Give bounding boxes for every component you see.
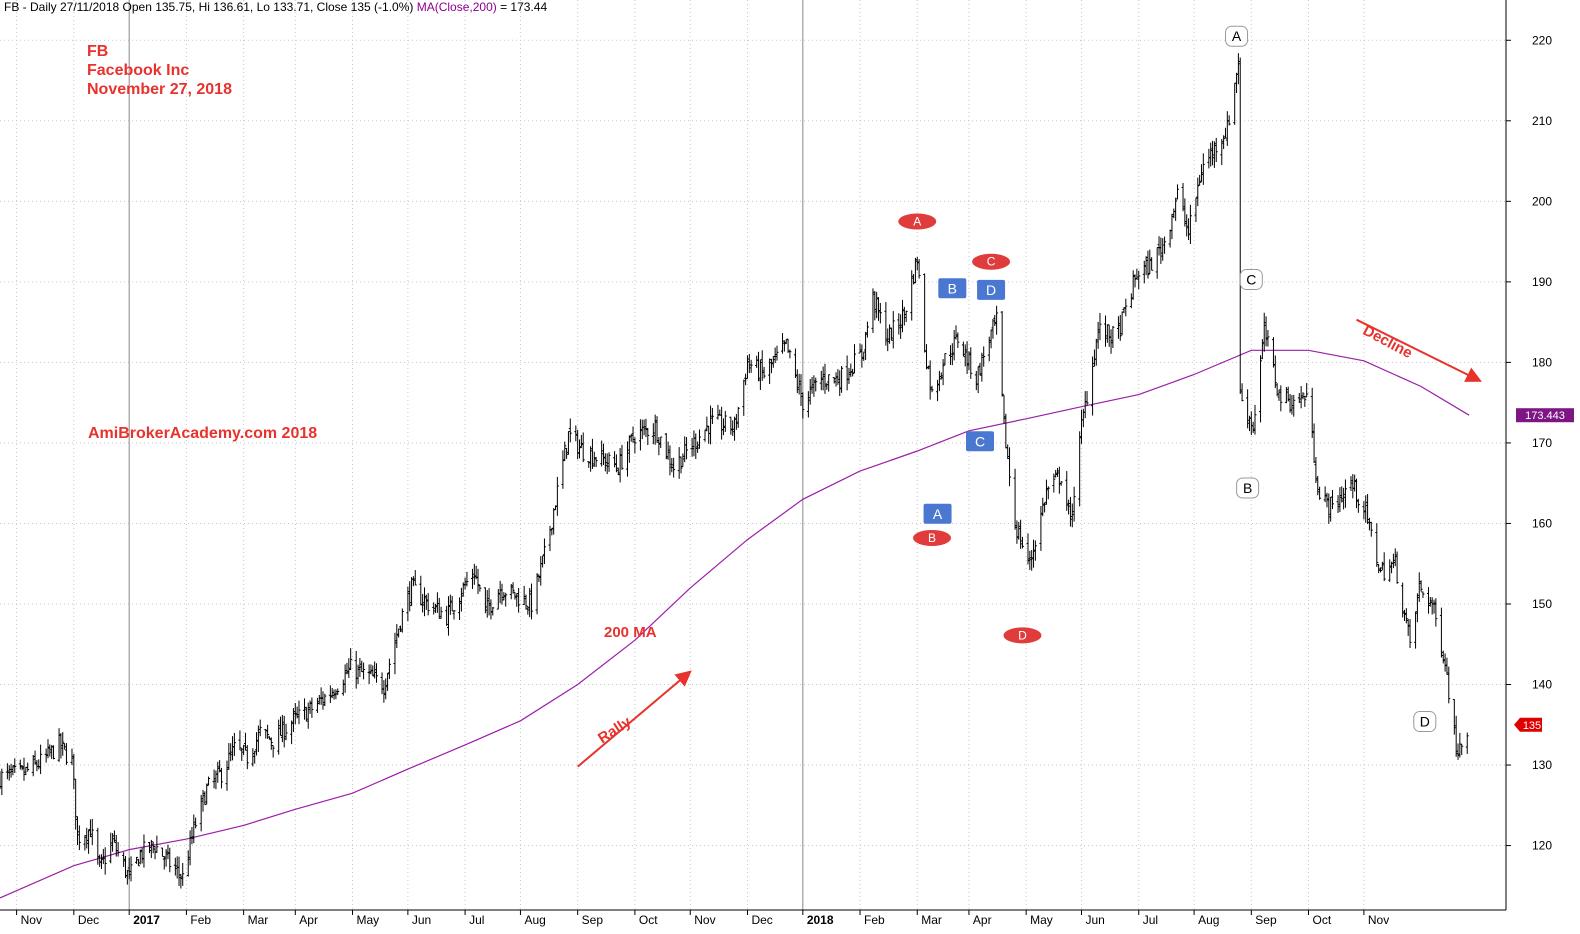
wave-marker-white-c: C xyxy=(1239,268,1263,290)
chart-grid xyxy=(0,0,1506,910)
y-tick-label: 190 xyxy=(1532,275,1552,289)
y-tick-label: 170 xyxy=(1532,436,1552,450)
x-tick-label: Apr xyxy=(973,913,992,927)
x-tick-label: Dec xyxy=(78,913,99,927)
wave-marker-white-d: D xyxy=(1413,711,1437,733)
x-tick-label: Sep xyxy=(1255,913,1277,927)
wave-marker-shape xyxy=(1003,627,1042,644)
x-tick-label: Oct xyxy=(1313,913,1332,927)
x-tick-label: May xyxy=(1030,913,1053,927)
header-ma: MA(Close,200) xyxy=(416,0,497,14)
wave-marker-label: D xyxy=(1018,628,1027,642)
wave-marker-shape xyxy=(972,253,1011,270)
x-tick-label: Jul xyxy=(1143,913,1158,927)
axis-badge-label: 173.443 xyxy=(1525,410,1565,422)
x-tick-label: Jun xyxy=(1086,913,1105,927)
x-tick-label: Feb xyxy=(864,913,885,927)
y-tick-label: 150 xyxy=(1532,597,1552,611)
wave-marker-blue-a: A xyxy=(923,503,952,524)
x-tick-label: Feb xyxy=(190,913,211,927)
x-tick-label: Aug xyxy=(524,913,545,927)
trend-arrow xyxy=(1356,318,1482,382)
x-tick-label: Mar xyxy=(248,913,269,927)
x-tick-label: Jul xyxy=(469,913,484,927)
axis-badge: 173.443 xyxy=(1516,408,1574,423)
chart-title-block: FB Facebook Inc November 27, 2018 xyxy=(87,42,232,99)
x-tick-label: Nov xyxy=(1368,913,1389,927)
wave-marker-shape xyxy=(966,431,995,452)
y-tick-label: 180 xyxy=(1532,355,1552,369)
wave-marker-shape xyxy=(1239,268,1263,290)
wave-marker-blue-d: D xyxy=(977,279,1006,300)
wave-marker-label: A xyxy=(933,506,943,522)
wave-marker-white-b: B xyxy=(1236,477,1260,499)
wave-marker-blue-c: C xyxy=(966,431,995,452)
wave-marker-shape xyxy=(1413,711,1437,733)
y-tick-label: 120 xyxy=(1532,839,1552,853)
wave-marker-label: D xyxy=(1420,714,1430,730)
x-tick-label: Mar xyxy=(921,913,942,927)
chart-header: FB - Daily 27/11/2018 Open 135.75, Hi 13… xyxy=(4,0,547,14)
wave-marker-red-a: A xyxy=(898,213,937,230)
y-tick-label: 130 xyxy=(1532,758,1552,772)
wave-marker-label: A xyxy=(1232,28,1242,44)
header-quote: FB - Daily 27/11/2018 Open 135.75, Hi 13… xyxy=(4,0,414,14)
x-tick-label: Aug xyxy=(1198,913,1219,927)
header-ma-value: = 173.44 xyxy=(500,0,548,14)
y-tick-label: 220 xyxy=(1532,33,1552,47)
ma-annotation: 200 MA xyxy=(604,624,657,641)
wave-marker-shape xyxy=(938,278,967,299)
axis-badge-shape xyxy=(1514,717,1542,732)
axis-badge-label: 135 xyxy=(1523,720,1541,732)
ma-200-curve xyxy=(0,349,1470,899)
watermark-text: AmiBrokerAcademy.com 2018 xyxy=(88,425,318,442)
x-tick-label: Dec xyxy=(751,913,772,927)
wave-marker-shape xyxy=(977,279,1006,300)
wave-marker-red-d: D xyxy=(1003,627,1042,644)
chart-company: Facebook Inc xyxy=(87,62,190,79)
wave-marker-label: C xyxy=(987,255,996,269)
x-tick-label: Nov xyxy=(21,913,42,927)
wave-marker-shape xyxy=(923,503,952,524)
x-tick-label: Oct xyxy=(639,913,658,927)
wave-marker-label: A xyxy=(913,214,921,228)
x-tick-label: Apr xyxy=(299,913,318,927)
x-tick-label: Nov xyxy=(694,913,715,927)
wave-marker-label: B xyxy=(1243,480,1252,496)
ma-200-line xyxy=(0,349,1470,899)
wave-marker-shape xyxy=(1236,477,1260,499)
wave-marker-shape xyxy=(913,529,952,546)
trend-arrow xyxy=(577,670,692,768)
wave-marker-label: C xyxy=(1246,271,1256,287)
y-tick-label: 140 xyxy=(1532,678,1552,692)
wave-marker-label: D xyxy=(986,282,996,298)
axis-badge: 135 xyxy=(1514,717,1542,732)
y-tick-label: 210 xyxy=(1532,114,1552,128)
wave-marker-white-a: A xyxy=(1225,25,1249,47)
wave-marker-label: B xyxy=(948,280,957,296)
wave-marker-label: B xyxy=(928,531,936,545)
wave-marker-red-c: C xyxy=(972,253,1011,270)
x-tick-label: 2017 xyxy=(133,913,160,927)
x-tick-label: 2018 xyxy=(807,913,834,927)
wave-marker-label: C xyxy=(975,433,985,449)
y-tick-label: 200 xyxy=(1532,194,1552,208)
wave-marker-shape xyxy=(898,213,937,230)
x-tick-label: Sep xyxy=(582,913,604,927)
x-tick-label: Jun xyxy=(412,913,431,927)
axis-badges: 173.443 135 xyxy=(1514,408,1574,732)
price-bars xyxy=(0,53,1469,889)
y-tick-label: 160 xyxy=(1532,516,1552,530)
x-tick-label: May xyxy=(357,913,380,927)
wave-marker-shape xyxy=(1225,25,1249,47)
chart-date: November 27, 2018 xyxy=(87,81,232,98)
wave-marker-red-b: B xyxy=(913,529,952,546)
trend-arrows xyxy=(577,318,1482,768)
chart-axes: 120 130 140 150 160 170 180 190 200 210 220 Oct Nov D… xyxy=(0,0,1552,927)
wave-marker-blue-b: B xyxy=(938,278,967,299)
axis-badge-shape xyxy=(1516,408,1574,423)
chart-symbol: FB xyxy=(87,43,109,60)
